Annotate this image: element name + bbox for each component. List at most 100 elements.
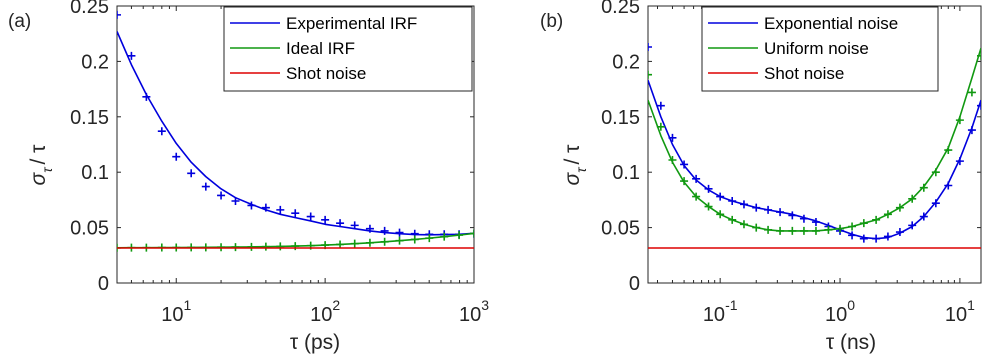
panel-a-y-tick-label: 0.2 [81,51,109,73]
panel-b-marker-1-25 [944,181,953,190]
panel-a-marker-1-8 [231,197,240,206]
panel-b-series-line-0 [648,79,981,240]
panel-a-marker-1-12 [291,209,300,218]
panel-a-marker-3-22 [440,232,449,241]
panel-b-marker-1-4 [692,174,701,183]
panel-b-x-tick-label: 101 [945,297,975,326]
panel-b-marker-3-23 [919,183,928,192]
panel-b-marker-3-14 [811,226,820,235]
panel-a-plot: 0 0.05 0.1 0.15 0.2 0.25 101 102 103 Experimental… [70,0,489,326]
panel-b-marker-1-23 [919,212,928,221]
panel-a-label: (a) [8,11,31,32]
panel-a-marker-3-10 [261,242,270,251]
panel-b-marker-3-1 [656,122,665,131]
panel-b-marker-3-21 [895,203,904,212]
panel-b-y-tick-label: 0.25 [601,0,640,18]
panel-a-marker-1-4 [172,152,181,161]
panel-b-plot: 0 0.05 0.1 0.15 0.2 0.25 10-1 100 101 Exponential… [601,0,982,326]
panel-a: (a) στ / τ 0 0.05 0.1 0.15 0.2 0.25 101 102 103 Ex… [8,0,489,354]
panel-b-marker-3-3 [680,177,689,186]
panel-b-marker-1-3 [680,160,689,169]
panel-a-marker-3-15 [336,240,345,249]
panel-b-marker-1-24 [931,199,940,208]
panel-b-x-tick-label: 10-1 [703,297,738,326]
panel-b-legend-box [701,6,939,92]
panel-b-legend-entry: Uniform noise [764,39,869,58]
panel-b-marker-3-28 [977,51,981,60]
panel-b-marker-3-10 [764,225,773,234]
panel-b-marker-1-6 [716,192,725,201]
panel-b-marker-1-19 [872,234,881,243]
panel-b-y-tick-label: 0 [629,273,640,295]
panel-b-marker-3-12 [788,226,797,235]
panel-b-marker-3-19 [872,215,881,224]
panel-a-series-group [117,10,474,252]
panel-a-legend: Experimental IRF Ideal IRF Shot noise [223,6,473,92]
panel-a-marker-3-23 [455,231,464,240]
panel-b-marker-3-9 [752,223,761,232]
panel-a-x-tick-label: 103 [459,297,489,326]
panel-b-plot-frame [647,5,982,284]
panel-b-ylabel-sub: τ [573,167,589,173]
panel-b-marker-1-12 [788,211,797,220]
panel-b-series-group [648,42,981,249]
panel-a-marker-1-9 [247,201,256,210]
panel-b-marker-3-18 [859,219,868,228]
panel-a-y-tick-label: 0.25 [70,0,109,18]
panel-b-legend-entry: Exponential noise [764,14,898,33]
panel-b-marker-3-22 [908,194,917,203]
panel-a-marker-1-16 [350,221,359,230]
panel-a-legend-entry: Ideal IRF [286,39,355,58]
panel-b-marker-3-27 [967,88,976,97]
panel-b-marker-3-20 [883,210,892,219]
panel-a-marker-1-18 [380,226,389,235]
panel-b-marker-1-11 [776,208,785,217]
panel-b-marker-1-20 [883,232,892,241]
panel-b-marker-1-1 [656,101,665,110]
panel-a-y-tick-label: 0.05 [70,218,109,240]
panel-a-marker-3-24 [470,229,474,238]
panel-b-marker-3-2 [668,156,677,165]
panel-b-marker-3-4 [692,192,701,201]
panel-b-marker-1-26 [955,157,964,166]
panel-a-marker-3-12 [291,242,300,251]
panel-b-marker-1-0 [648,42,652,51]
panel-b-legend: Exponential noise Uniform noise Shot noise [701,6,939,92]
panel-b-marker-3-13 [799,226,808,235]
panel-a-marker-1-7 [217,191,226,200]
panel-b-marker-3-6 [716,210,725,219]
panel-a-legend-box [223,6,473,92]
panel-a-marker-1-0 [117,10,121,19]
panel-b-marker-3-8 [739,220,748,229]
panel-a-legend-entry: Experimental IRF [286,14,417,33]
panel-b-marker-1-22 [908,221,917,230]
panel-a-y-tick-label: 0 [98,273,109,295]
panel-a-y-axis-label: στ / τ [27,144,55,186]
panel-a-ylabel-sub: τ [39,167,55,173]
panel-b-marker-3-17 [848,222,857,231]
panel-b-marker-1-2 [668,133,677,142]
panel-b-y-tick-label: 0.15 [601,107,640,129]
panel-b-y-tick-label: 0.2 [612,51,640,73]
panel-b-marker-1-13 [799,214,808,223]
panel-a-marker-1-6 [201,182,210,191]
panel-a-marker-1-1 [127,51,136,60]
panel-b-marker-1-17 [848,231,857,240]
svg-text:στ/ τ: στ / τ [561,144,589,186]
panel-b-marker-3-11 [776,226,785,235]
panel-b-marker-1-5 [704,184,713,193]
panel-a-marker-3-21 [425,234,434,243]
panel-a-legend-entry: Shot noise [286,64,366,83]
panel-a-marker-3-19 [395,236,404,245]
panel-b-marker-1-18 [859,234,868,243]
panel-a-marker-1-17 [365,224,374,233]
panel-a-marker-3-9 [247,242,256,251]
panel-b-marker-1-28 [977,101,981,110]
panel-a-marker-1-2 [142,92,151,101]
panel-b-ylabel-main: σ [561,171,584,185]
panel-b-marker-3-0 [648,70,652,79]
panel-b-x-axis-label: τ (ns) [826,331,876,354]
panel-b-marker-1-9 [752,203,761,212]
panel-a-x-axis-label: τ (ps) [290,331,340,354]
panel-b-y-axis-label: στ / τ [561,144,589,186]
